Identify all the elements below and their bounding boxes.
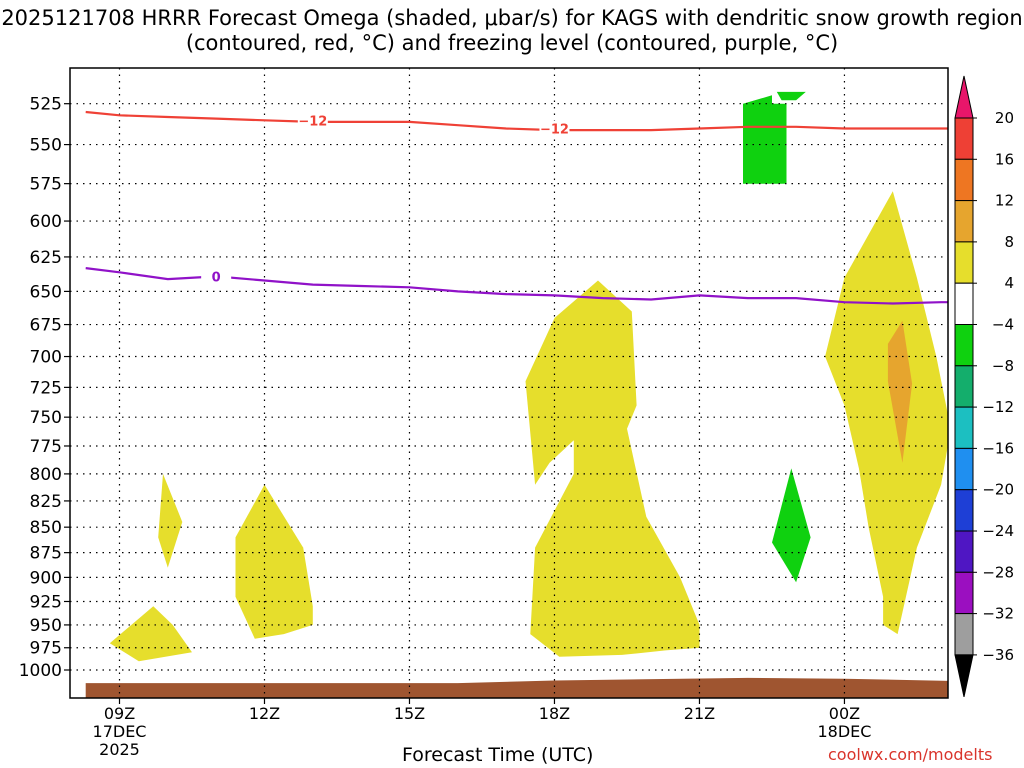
colorbar-label: −8 (992, 357, 1014, 375)
colorbar-segment (954, 200, 974, 243)
colorbar-segment (954, 406, 974, 449)
x-tick-label: 21Z (684, 704, 715, 723)
y-tick-label: 725 (30, 378, 62, 398)
chart-title: 2025121708 HRRR Forecast Omega (shaded, … (1, 6, 1023, 55)
plot-area: −12 −12 0 (70, 68, 948, 698)
contour-label: 0 (212, 270, 221, 285)
y-tick-label: 775 (30, 437, 62, 457)
y-tick-label: 800 (30, 465, 62, 485)
y-tick-label: 975 (30, 639, 62, 659)
y-tick-label: 650 (30, 282, 62, 302)
colorbar-label: 12 (995, 192, 1014, 210)
colorbar-label: 4 (1004, 274, 1014, 292)
colorbar-label: −28 (982, 563, 1014, 581)
y-tick-label: 925 (30, 592, 62, 612)
y-tick-label: 600 (30, 212, 62, 232)
x-tick-year: 2025 (99, 740, 140, 759)
omega-sink-4-8 (743, 95, 787, 184)
colorbar-segment (954, 117, 974, 160)
y-tick-label: 575 (30, 175, 62, 195)
omega-sink-4-8 (772, 468, 811, 583)
terrain-fill (85, 677, 948, 698)
omega-lift-8-12 (887, 320, 913, 463)
omega-lift-4-8 (525, 280, 700, 657)
colorbar-segment (954, 282, 974, 326)
x-tick-label: 09Z (104, 704, 135, 723)
y-tick-label: 850 (30, 518, 62, 538)
y-tick-label: 875 (30, 544, 62, 564)
colorbar-segment (954, 571, 974, 615)
y-tick-label: 550 (30, 136, 62, 156)
contour-dendritic-snow-growth-region (85, 110, 948, 132)
y-tick-label: 625 (30, 248, 62, 268)
colorbar-label: 8 (1004, 233, 1014, 251)
colorbar-label: −36 (982, 646, 1014, 664)
colorbar-segment (954, 324, 974, 367)
y-tick-label: 525 (30, 95, 62, 115)
colorbar-bottom-arrow (954, 654, 974, 698)
x-tick-date: 18DEC (817, 722, 871, 741)
source-credit: coolwx.com/modelts (828, 745, 993, 764)
colorbar-label: 20 (995, 109, 1014, 127)
x-tick-label: 18Z (539, 704, 570, 723)
colorbar-segment (954, 158, 974, 202)
x-tick-date: 17DEC (93, 722, 147, 741)
x-tick-label: 00Z (829, 704, 860, 723)
plot-frame (69, 67, 949, 699)
colorbar-top-arrow (954, 75, 974, 119)
omega-lift-4-8 (158, 473, 183, 568)
colorbar-label: −16 (982, 439, 1014, 457)
x-axis-label: Forecast Time (UTC) (402, 744, 594, 766)
omega-lift-4-8 (235, 484, 313, 639)
colorbar-segment (954, 530, 974, 573)
colorbar-segment (954, 489, 974, 532)
contour-label-bg (201, 268, 232, 283)
contour-label: −12 (298, 114, 327, 129)
colorbar-segment (954, 447, 974, 491)
y-tick-label: 825 (30, 492, 62, 512)
colorbar-label: −20 (982, 481, 1014, 499)
contour-label-bg (297, 112, 328, 127)
y-tick-label: 900 (30, 568, 62, 588)
colorbar-segment (954, 365, 974, 408)
colorbar-label: −12 (982, 398, 1014, 416)
y-tick-label: 950 (30, 616, 62, 636)
contour-label: −12 (540, 122, 569, 137)
colorbar-label: −32 (982, 605, 1014, 623)
colorbar-label: −24 (982, 522, 1014, 540)
y-tick-label: 750 (30, 408, 62, 428)
y-tick-label: 1000 (19, 661, 62, 681)
y-tick-label: 675 (30, 316, 62, 336)
colorbar-label: −4 (992, 316, 1014, 334)
x-tick-label: 15Z (394, 704, 425, 723)
omega-lift-4-8 (109, 606, 192, 662)
y-tick-label: 700 (30, 348, 62, 368)
omega-sink-4-8 (776, 91, 806, 101)
colorbar-segment (954, 613, 974, 656)
colorbar-segment (954, 241, 974, 284)
x-tick-label: 12Z (249, 704, 280, 723)
contour-label-bg (539, 120, 570, 135)
colorbar-label: 16 (995, 150, 1014, 168)
